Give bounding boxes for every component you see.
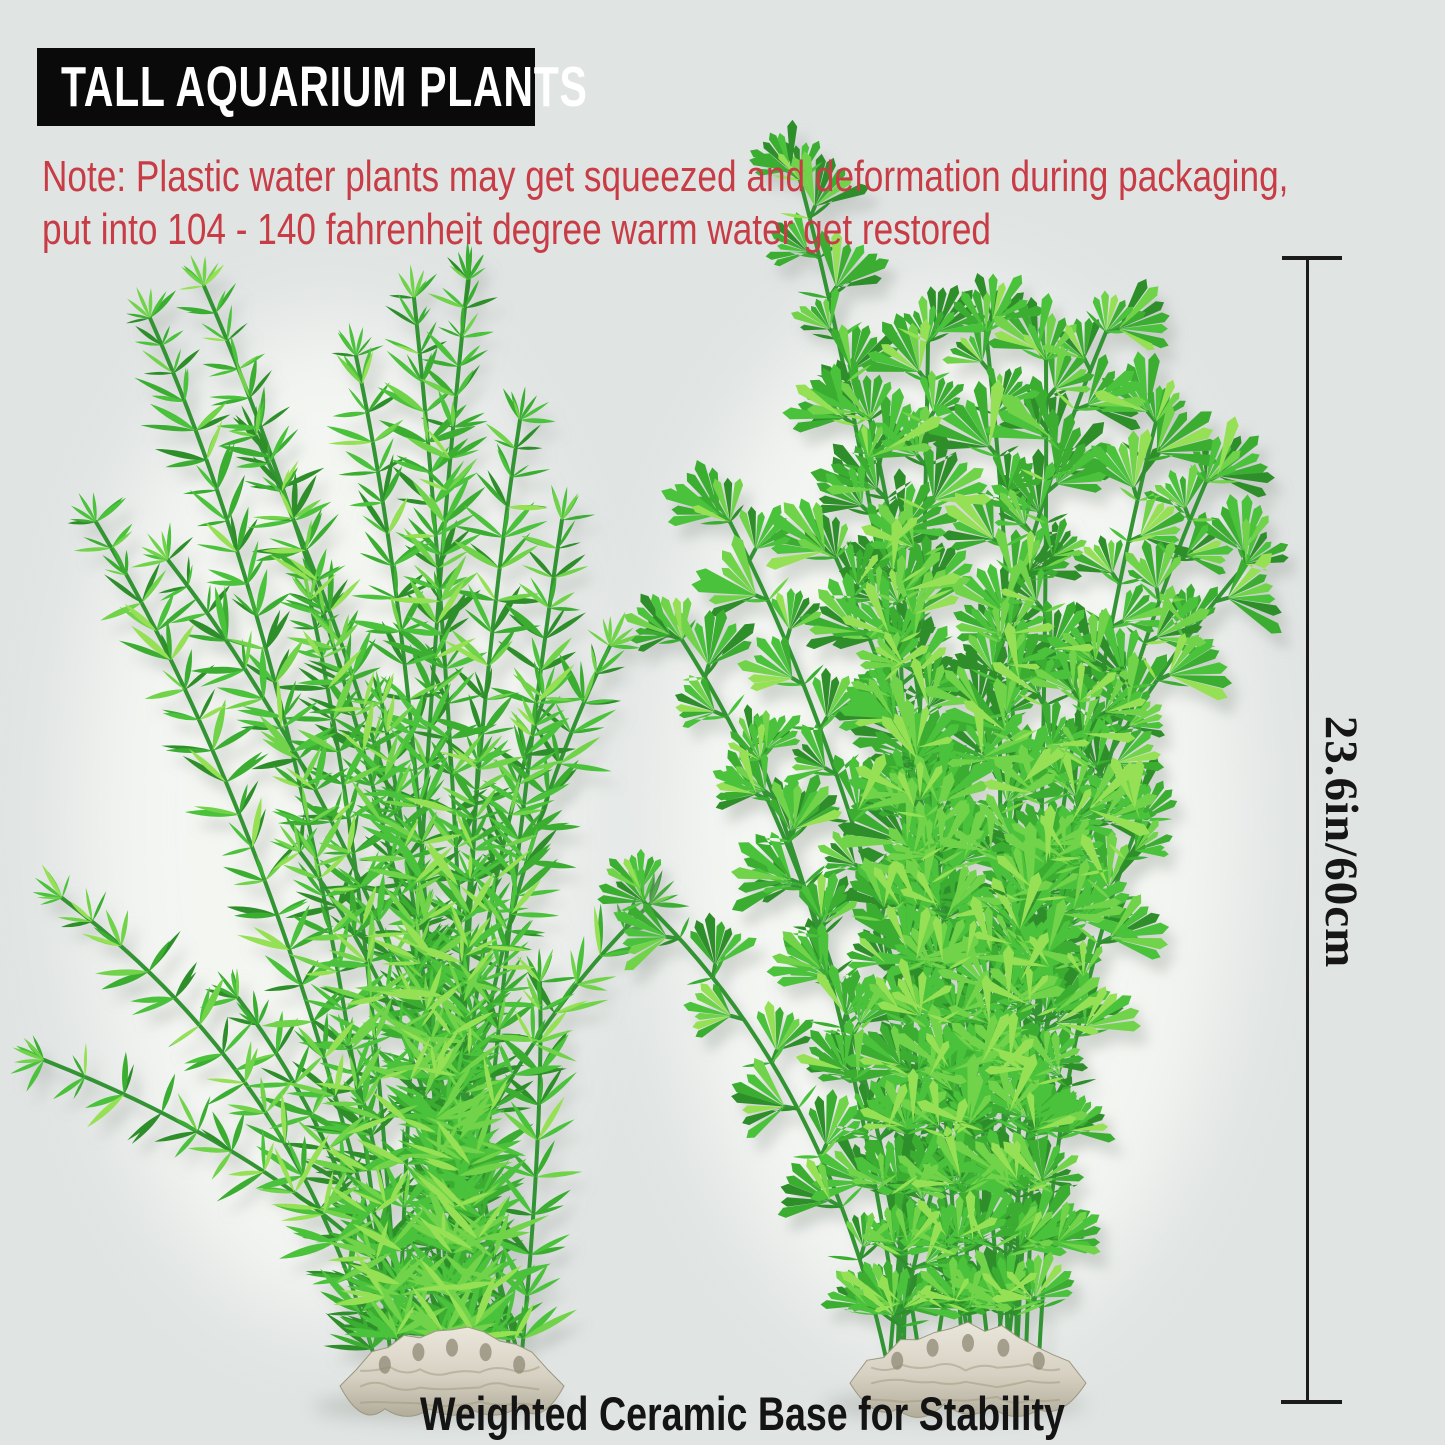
caption-text: Weighted Ceramic Base for Stability [420,1387,1065,1440]
title-text: TALL AQUARIUM PLANTS [61,54,588,119]
right-plant-leaves [613,132,1276,1320]
title-banner: TALL AQUARIUM PLANTS [37,48,587,126]
right-plant [597,119,1289,1388]
measurement-line-vertical [1306,258,1309,1404]
size-label: 23.6in/60cm [1315,715,1367,969]
measurement-cap-bottom [1281,1400,1342,1404]
right-plant-base [821,1321,1087,1420]
note-text: Note: Plastic water plants may get squee… [42,150,1288,256]
measurement-cap-top [1282,256,1342,260]
left-plant [10,239,690,1389]
note-line-1: Note: Plastic water plants may get squee… [42,152,1289,201]
note-line-2: put into 104 - 140 fahrenheit degree war… [42,205,992,254]
right-plant-leaves [615,119,1289,1327]
left-plant-base [312,1326,565,1422]
